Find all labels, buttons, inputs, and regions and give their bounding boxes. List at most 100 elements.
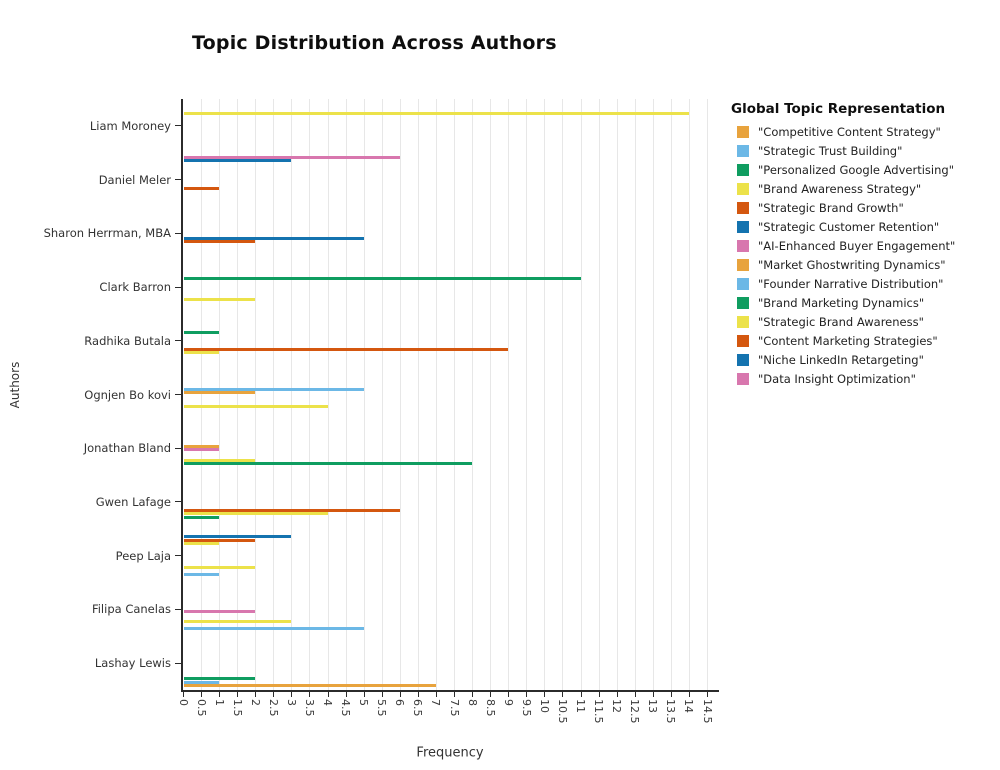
x-axis-tick [291, 691, 293, 697]
bar[interactable] [183, 159, 292, 163]
x-tick-label: 1 [212, 699, 226, 706]
legend-swatch-icon [737, 144, 749, 157]
gridline [562, 99, 564, 690]
legend-item[interactable]: "Competitive Content Strategy" [731, 122, 997, 141]
bar[interactable] [183, 405, 328, 408]
legend-swatch-icon [737, 239, 749, 252]
gridline [201, 99, 203, 690]
x-tick-label: 13.5 [664, 699, 678, 724]
y-tick-label-author: Filipa Canelas [91, 602, 171, 617]
legend-item[interactable]: "Founder Narrative Distribution" [731, 274, 997, 293]
gridline [399, 99, 401, 690]
gridline [616, 99, 618, 690]
x-axis-tick [688, 691, 690, 697]
x-axis-tick [562, 691, 564, 697]
x-axis-tick [508, 691, 510, 697]
bar[interactable] [183, 512, 328, 516]
bar[interactable] [183, 297, 256, 301]
y-axis-tick [175, 286, 181, 288]
bar[interactable] [183, 535, 292, 539]
bar[interactable] [183, 683, 436, 687]
legend-item-label: "Strategic Brand Growth" [758, 200, 904, 215]
bar[interactable] [183, 515, 220, 519]
legend-item-label: "Personalized Google Advertising" [758, 162, 954, 177]
x-tick-label: 0.5 [194, 699, 208, 717]
legend-item[interactable]: "Market Ghostwriting Dynamics" [731, 255, 997, 274]
y-tick-label-author: Lashay Lewis [94, 656, 171, 671]
x-tick-label: 12.5 [628, 699, 642, 724]
x-tick-label: 9 [501, 699, 515, 706]
legend-item[interactable]: "Data Insight Optimization" [731, 369, 997, 388]
legend-item[interactable]: "Brand Awareness Strategy" [731, 179, 997, 198]
legend-swatch-icon [737, 163, 749, 176]
bar[interactable] [183, 626, 364, 630]
legend-item[interactable]: "Content Marketing Strategies" [731, 331, 997, 350]
x-axis-tick [255, 691, 257, 697]
bar[interactable] [183, 330, 220, 334]
bar[interactable] [183, 609, 256, 613]
bar[interactable] [183, 186, 220, 190]
x-axis-tick [598, 691, 600, 697]
bar[interactable] [183, 276, 581, 280]
x-axis-tick [219, 691, 221, 697]
gridline [707, 99, 709, 690]
x-axis-tick [670, 691, 672, 697]
legend-item-label: "AI-Enhanced Buyer Engagement" [758, 238, 956, 253]
bar[interactable] [183, 509, 400, 513]
bar[interactable] [183, 458, 256, 462]
legend-item-label: "Market Ghostwriting Dynamics" [758, 257, 946, 272]
bar[interactable] [183, 112, 689, 116]
bar[interactable] [183, 391, 256, 395]
y-axis-tick [175, 555, 181, 557]
bar[interactable] [183, 387, 364, 391]
bar[interactable] [183, 351, 220, 355]
bar[interactable] [183, 680, 220, 684]
bar[interactable] [183, 347, 509, 351]
bar[interactable] [183, 155, 400, 159]
x-axis-tick [273, 691, 275, 697]
bar[interactable] [183, 462, 473, 466]
x-tick-label: 10 [537, 699, 551, 713]
legend-swatch-icon [737, 334, 749, 347]
legend-item-label: "Strategic Trust Building" [758, 143, 903, 158]
y-axis-tick [175, 662, 181, 664]
legend-item[interactable]: "Strategic Trust Building" [731, 141, 997, 160]
legend-item[interactable]: "Strategic Customer Retention" [731, 217, 997, 236]
y-axis-tick [175, 394, 181, 395]
bar[interactable] [183, 677, 256, 681]
x-tick-label: 10.5 [555, 699, 569, 724]
legend-item[interactable]: "Niche LinkedIn Retargeting" [731, 350, 997, 369]
gridline [490, 99, 492, 690]
legend-item-label: "Data Insight Optimization" [758, 371, 916, 386]
bar[interactable] [183, 542, 220, 546]
x-tick-label: 4.5 [339, 699, 353, 717]
legend-item-label: "Content Marketing Strategies" [758, 333, 938, 348]
x-tick-label: 13 [646, 699, 660, 713]
bar[interactable] [183, 619, 292, 623]
x-tick-label: 1.5 [230, 699, 244, 717]
legend-item[interactable]: "Brand Marketing Dynamics" [731, 293, 997, 312]
legend-item[interactable]: "Strategic Brand Awareness" [731, 312, 997, 331]
bar[interactable] [183, 236, 364, 240]
y-axis-tick [175, 340, 181, 342]
legend-item[interactable]: "Personalized Google Advertising" [731, 160, 997, 179]
x-axis-tick [327, 691, 329, 697]
x-axis-tick [634, 691, 636, 697]
legend-swatch-icon [737, 315, 749, 328]
legend-item[interactable]: "Strategic Brand Growth" [731, 198, 997, 217]
bar[interactable] [183, 566, 256, 570]
legend-item[interactable]: "AI-Enhanced Buyer Engagement" [731, 236, 997, 255]
gridline [670, 99, 672, 690]
x-axis-tick [616, 691, 618, 697]
bar[interactable] [183, 538, 256, 542]
gridline [544, 99, 546, 690]
bar[interactable] [183, 445, 220, 448]
x-tick-label: 0 [176, 699, 190, 706]
bar[interactable] [183, 240, 256, 244]
gridline [454, 99, 456, 690]
bar[interactable] [183, 448, 220, 452]
bar[interactable] [183, 573, 220, 577]
y-axis-tick [175, 608, 181, 610]
y-tick-label-author: Radhika Butala [84, 333, 171, 348]
gridline [327, 99, 329, 690]
